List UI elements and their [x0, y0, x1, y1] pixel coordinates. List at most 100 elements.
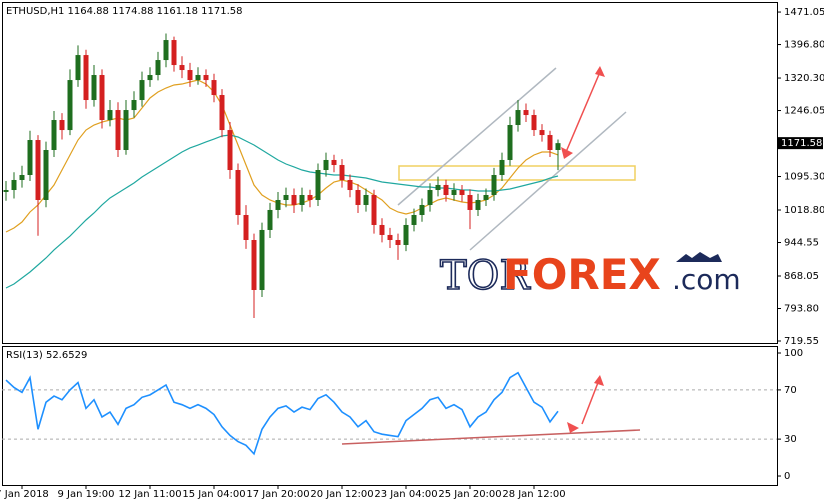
moving-average — [5, 79, 559, 233]
x-tick-label: 15 Jan 04:00 — [182, 489, 245, 500]
last-price-label: 1171.58 — [781, 138, 822, 149]
y-tick-label: 1095.30 — [784, 172, 824, 183]
x-tick-label: 23 Jan 04:00 — [374, 489, 437, 500]
candle-body — [43, 150, 49, 200]
moving-average — [5, 134, 559, 289]
y-tick-label: 793.80 — [784, 304, 819, 315]
y-tick-label: 0 — [784, 471, 790, 482]
y-tick-label: 70 — [784, 385, 797, 396]
candle-body — [59, 120, 65, 131]
candle-body — [411, 215, 417, 225]
last-price-box — [777, 137, 823, 150]
candle-body — [35, 140, 41, 200]
candle-body — [427, 190, 433, 205]
arrow — [565, 71, 601, 153]
rsi-trendline — [341, 429, 641, 445]
candle-body — [187, 70, 193, 81]
candle-body — [499, 159, 505, 175]
candle-body — [211, 80, 217, 96]
candle-body — [139, 80, 145, 101]
logo-icon — [676, 252, 722, 262]
candle-body — [195, 75, 201, 81]
y-tick-label: 1018.80 — [784, 205, 824, 216]
arrow — [581, 379, 600, 425]
candle-body — [147, 75, 153, 81]
y-tick-label: 868.05 — [784, 271, 819, 282]
candle-body — [291, 194, 297, 205]
candle-body — [163, 40, 169, 61]
candle-body — [299, 194, 305, 205]
x-tick-label: 20 Jan 12:00 — [310, 489, 373, 500]
price-title: ETHUSD,H1 1164.88 1174.88 1161.18 1171.5… — [6, 6, 243, 17]
candle-body — [443, 184, 449, 195]
candle-body — [19, 174, 25, 180]
candle-body — [251, 239, 257, 290]
candle-body — [323, 159, 329, 171]
candle-body — [419, 204, 425, 216]
candle-body — [547, 135, 553, 151]
candle-body — [275, 199, 281, 210]
rsi-panel-frame — [2, 346, 778, 486]
logo-part: TOR — [440, 253, 531, 299]
candle-body — [227, 130, 233, 171]
candle-body — [283, 194, 289, 200]
candle-body — [267, 209, 273, 230]
y-tick-label: 719.55 — [784, 336, 819, 347]
candle-body — [51, 120, 57, 151]
arrow-head — [594, 375, 604, 386]
y-tick-label: 1396.80 — [784, 40, 824, 51]
candle-body — [331, 159, 337, 166]
candle-body — [315, 170, 321, 200]
y-tick-label: 100 — [784, 348, 803, 359]
candle-body — [91, 75, 97, 101]
arrow-head — [595, 66, 605, 77]
y-tick-label: 1320.30 — [784, 73, 824, 84]
candle-body — [379, 224, 385, 235]
candle-body — [235, 170, 241, 216]
y-tick-label: 30 — [784, 434, 797, 445]
arrow-head — [567, 422, 579, 433]
candle-body — [203, 75, 209, 81]
candle-body — [451, 190, 457, 195]
candle-body — [355, 190, 361, 205]
rsi-title: RSI(13) 52.6529 — [6, 350, 87, 361]
candle-body — [475, 199, 481, 210]
candle-body — [131, 100, 137, 111]
y-tick-label: 1246.05 — [784, 106, 824, 117]
logo-part: FOREX — [503, 250, 661, 299]
candle-body — [435, 184, 441, 191]
x-tick-label: 12 Jan 11:00 — [118, 489, 181, 500]
channel-line — [397, 67, 557, 206]
arrow-head — [561, 147, 573, 159]
candle-body — [491, 174, 497, 195]
candle-body — [83, 55, 89, 101]
candle-body — [67, 80, 73, 131]
candle-body — [219, 95, 225, 131]
candle-body — [339, 165, 345, 180]
candle-body — [371, 194, 377, 225]
y-tick-label: 944.55 — [784, 238, 819, 249]
candle-body — [387, 234, 393, 240]
candle-body — [555, 143, 561, 151]
candle-body — [347, 179, 353, 191]
candle-body — [243, 215, 249, 240]
support-zone — [398, 165, 636, 181]
candle-body — [523, 110, 529, 116]
channel-line — [469, 111, 627, 251]
x-tick-label: 7 Jan 2018 — [0, 489, 49, 500]
logo-part: .com — [672, 263, 741, 296]
candle-body — [75, 55, 81, 81]
candle-body — [531, 115, 537, 131]
rsi-line — [5, 371, 559, 456]
candle-body — [259, 229, 265, 290]
y-tick-label: 1471.05 — [784, 7, 824, 18]
candle-body — [3, 190, 9, 192]
candle-body — [115, 110, 121, 151]
candle-body — [107, 110, 113, 121]
x-tick-label: 25 Jan 20:00 — [438, 489, 501, 500]
candle-body — [363, 194, 369, 205]
x-tick-label: 9 Jan 19:00 — [58, 489, 115, 500]
